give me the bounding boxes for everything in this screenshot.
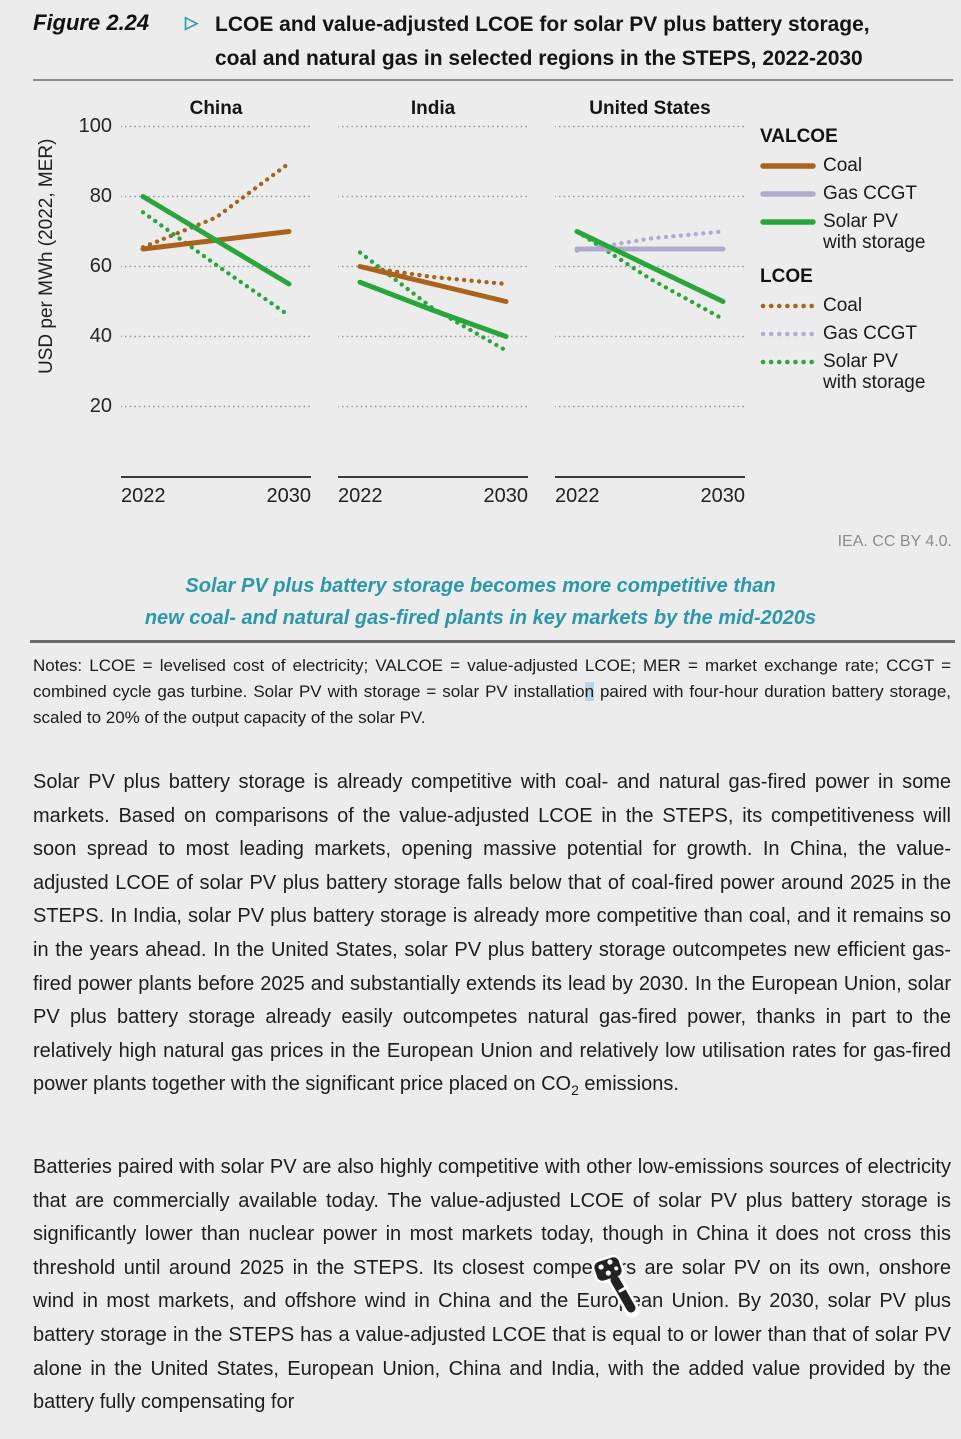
x-axis-labels: 2022 2030 [338,485,528,508]
solid-line-swatch-icon [760,191,816,197]
panel-plot [555,125,745,408]
x-axis-labels: 2022 2030 [555,485,745,508]
dotted-line-swatch-icon [760,359,816,365]
figure-title-line2: coal and natural gas in selected regions… [215,47,863,70]
panel-china: China 2022 2030 [121,95,311,515]
x-tick-2030: 2030 [483,485,529,507]
p1-text-a: Solar PV plus battery storage is already… [33,771,951,1096]
figure-marker-icon: ▷ [185,13,199,32]
dotted-line-swatch-icon [760,331,816,337]
notes-text-b: paired with four-hour duration battery s… [33,682,951,727]
x-axis-line [338,476,528,478]
dotted-line-swatch-icon [760,303,816,309]
x-tick-2022: 2022 [338,485,383,507]
legend-label: Coal [823,155,863,176]
x-axis-labels: 2022 2030 [121,485,311,508]
panel-plot [121,125,311,408]
panel-india: India 2022 2030 [338,95,528,515]
series-lcoe-coal [357,264,509,287]
figure-title-line1: LCOE and value-adjusted LCOE for solar P… [215,13,870,36]
legend-label: Gas CCGT [823,323,917,344]
x-tick-2022: 2022 [121,485,166,507]
body-paragraph-2: Batteries paired with solar PV are also … [33,1156,951,1414]
x-tick-2030: 2030 [266,485,312,507]
y-tick-40: 40 [89,324,112,347]
y-tick-20: 20 [89,394,112,417]
x-tick-2030: 2030 [700,485,746,507]
series-valcoe-coal [357,264,509,304]
legend-item-coal: Coal [760,155,960,176]
x-axis-line [555,476,745,478]
y-tick-100: 100 [78,114,112,137]
legend-group-lcoe: LCOE Coal Gas CCGT Solar PV with storage [760,266,960,393]
y-axis-label: USD per MWh (2022, MER) [36,138,57,374]
body-paragraph-1: Solar PV plus battery storage is already… [33,766,951,1108]
y-tick-60: 60 [89,254,112,277]
legend-header-lcoe: LCOE [760,266,813,287]
y-tick-80: 80 [89,184,112,207]
p1-text-b: emissions. [578,1073,679,1096]
panel-title: India [410,98,456,119]
legend-item-gas-ccgt: Gas CCGT [760,183,960,204]
title-divider [33,79,953,81]
series-valcoe-solar-pv-with-storage [140,194,292,287]
chart-legend: VALCOE Coal Gas CCGT Solar PV with storage L… [760,126,960,406]
x-axis-line [121,476,311,478]
legend-item-coal: Coal [760,295,960,316]
legend-item-solar-pv-with-storage: Solar PV with storage [760,351,960,393]
lcoe-chart: USD per MWh (2022, MER) 100 80 60 40 20 Chin… [0,0,961,560]
panel-title: United States [589,98,711,119]
legend-header-valcoe: VALCOE [760,126,838,147]
legend-label: Solar PV with storage [823,211,926,253]
figure-notes: Notes: LCOE = levelised cost of electric… [33,653,951,731]
legend-item-solar-pv-with-storage: Solar PV with storage [760,211,960,253]
notes-text-a: Notes: LCOE = levelised cost of electric… [33,656,951,701]
series-lcoe-solar-pv-with-storage [140,210,292,318]
co2-subscript: 2 [571,1082,579,1099]
x-tick-2022: 2022 [555,485,600,507]
figure-title: LCOE and value-adjusted LCOE for solar P… [215,8,955,76]
panel-plot [338,125,528,408]
legend-label: Gas CCGT [823,183,917,204]
section-divider [30,640,955,643]
chart-key-message: Solar PV plus battery storage becomes mo… [0,570,961,634]
series-valcoe-solar-pv-with-storage [574,229,726,304]
panel-united-states: United States 2022 2030 [555,95,745,515]
legend-item-gas-ccgt: Gas CCGT [760,323,960,344]
solid-line-swatch-icon [760,219,816,225]
legend-group-valcoe: VALCOE Coal Gas CCGT Solar PV with storage [760,126,960,253]
license-attribution: IEA. CC BY 4.0. [837,533,952,550]
legend-label: Coal [823,295,863,316]
panel-title: China [189,98,243,119]
figure-number: Figure 2.24 [33,10,150,35]
solid-line-swatch-icon [760,163,816,169]
notes-highlighted-char: n [584,682,595,701]
key-message-line2: new coal- and natural gas-fired plants i… [144,607,817,629]
mouse-cursor [592,1254,640,1318]
key-message-line1: Solar PV plus battery storage becomes mo… [185,575,776,597]
series-valcoe-solar-pv-with-storage [357,279,509,339]
legend-label: Solar PV with storage [823,351,926,393]
